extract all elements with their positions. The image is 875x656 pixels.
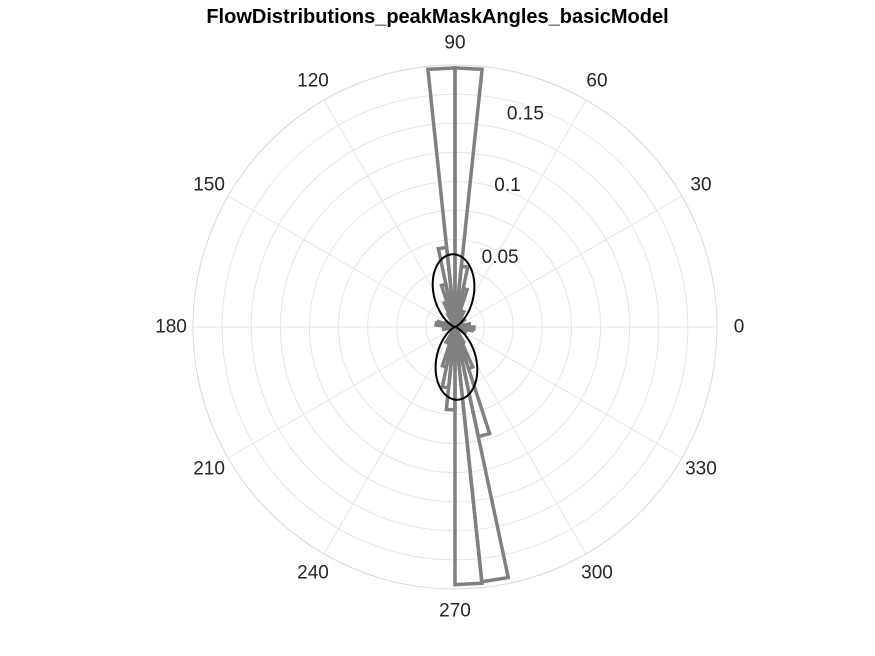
histogram-bin (453, 326, 492, 439)
histogram-bin (425, 66, 457, 328)
histogram-bin (453, 326, 476, 371)
theta-tick-label: 180 (155, 317, 187, 338)
histogram-bin (453, 66, 485, 328)
histogram-bin (441, 325, 456, 332)
r-tick-label: 0.15 (507, 103, 544, 124)
r-tick-label: 0.1 (494, 175, 520, 196)
histogram-bin (454, 321, 472, 329)
theta-tick-label: 90 (444, 33, 465, 54)
chart-title: FlowDistributions_peakMaskAngles_basicMo… (206, 6, 669, 28)
theta-tick-label: 270 (439, 601, 471, 622)
angular-grid-line (454, 195, 683, 328)
histogram-bin (453, 326, 467, 346)
histogram-bin (453, 326, 511, 584)
theta-tick-label: 0 (734, 317, 745, 338)
theta-tick-label: 300 (581, 562, 613, 583)
histogram-bin (434, 320, 456, 329)
theta-tick-label: 210 (193, 459, 225, 480)
theta-tick-label: 240 (297, 562, 329, 583)
theta-tick-label: 60 (586, 71, 607, 92)
theta-tick-label: 330 (685, 459, 717, 480)
angular-grid-line (227, 195, 456, 328)
angular-grid-line (454, 326, 683, 459)
fitted-distribution-curve (431, 253, 479, 401)
histogram-bin (445, 311, 457, 328)
angular-grid-line (454, 99, 587, 328)
r-tick-label: 0.05 (482, 247, 519, 268)
angular-grid-line (227, 326, 456, 459)
theta-tick-label: 150 (193, 175, 225, 196)
theta-tick-label: 30 (690, 175, 711, 196)
theta-tick-label: 120 (297, 71, 329, 92)
angular-grid-line (323, 326, 456, 555)
